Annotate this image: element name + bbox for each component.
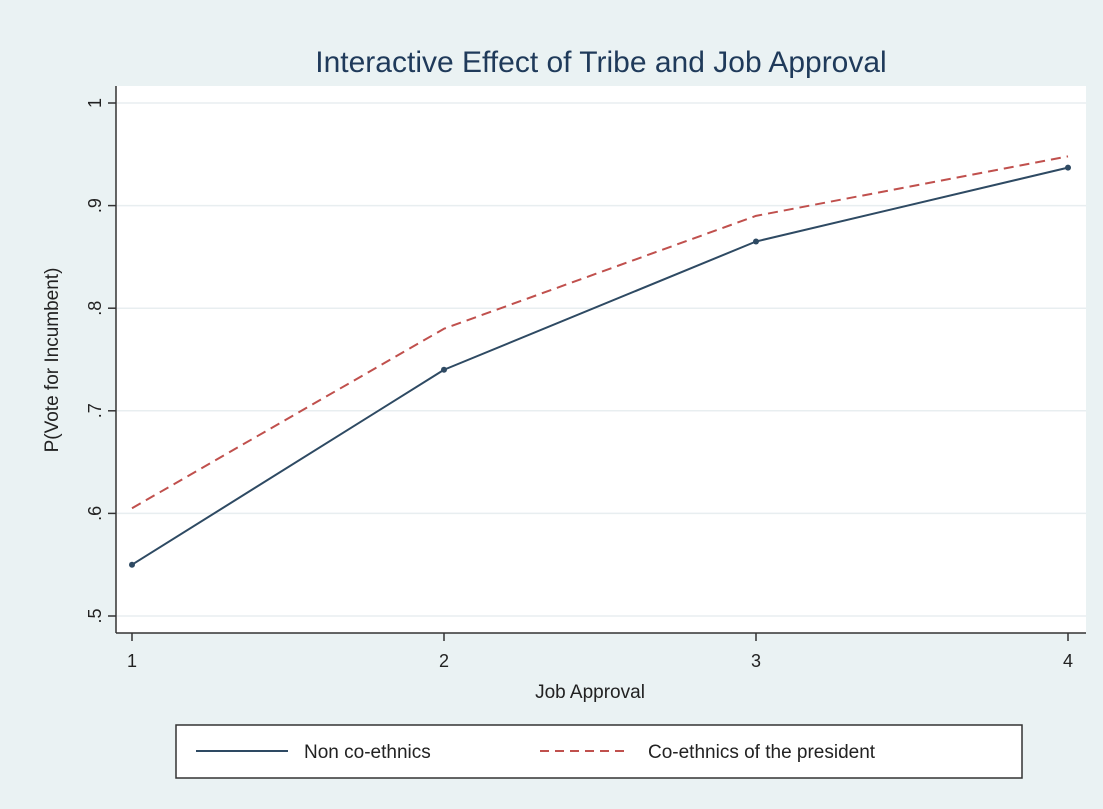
y-tick-label-3: .8 <box>85 301 105 316</box>
plot-area <box>116 86 1086 633</box>
series-0-point-3 <box>1065 164 1071 171</box>
y-tick-label-2: .7 <box>85 403 105 418</box>
series-line-1 <box>131 155 1069 510</box>
y-ticks: .5 .6 .7 .8 .9 1 <box>85 98 116 624</box>
y-axis-label: P(Vote for Incumbent) <box>42 268 63 453</box>
legend-box <box>175 724 1023 779</box>
y-tick-label-5: 1 <box>85 98 105 108</box>
x-ticks: 1 2 3 4 <box>127 633 1073 671</box>
legend-label-non-co-ethnics: Non co-ethnics <box>304 742 431 763</box>
axes <box>115 86 1086 634</box>
series-0-point-1 <box>441 366 447 373</box>
y-tick-label-1: .6 <box>85 506 105 521</box>
series-line-0 <box>131 166 1069 566</box>
x-tick-label-2: 3 <box>751 651 761 671</box>
legend-label-co-ethnics: Co-ethnics of the president <box>648 742 876 763</box>
series-layer <box>129 155 1071 568</box>
series-0-point-0 <box>129 561 135 568</box>
x-tick-label-0: 1 <box>127 651 137 671</box>
y-tick-label-0: .5 <box>85 608 105 623</box>
x-tick-label-3: 4 <box>1063 651 1073 671</box>
x-tick-label-1: 2 <box>439 651 449 671</box>
legend: Non co-ethnics Co-ethnics of the preside… <box>175 724 1023 779</box>
series-0-point-2 <box>753 238 759 245</box>
gridlines <box>117 102 1086 617</box>
chart-title: Interactive Effect of Tribe and Job Appr… <box>315 46 886 79</box>
y-tick-label-4: .9 <box>85 198 105 213</box>
x-axis-label: Job Approval <box>535 682 645 703</box>
